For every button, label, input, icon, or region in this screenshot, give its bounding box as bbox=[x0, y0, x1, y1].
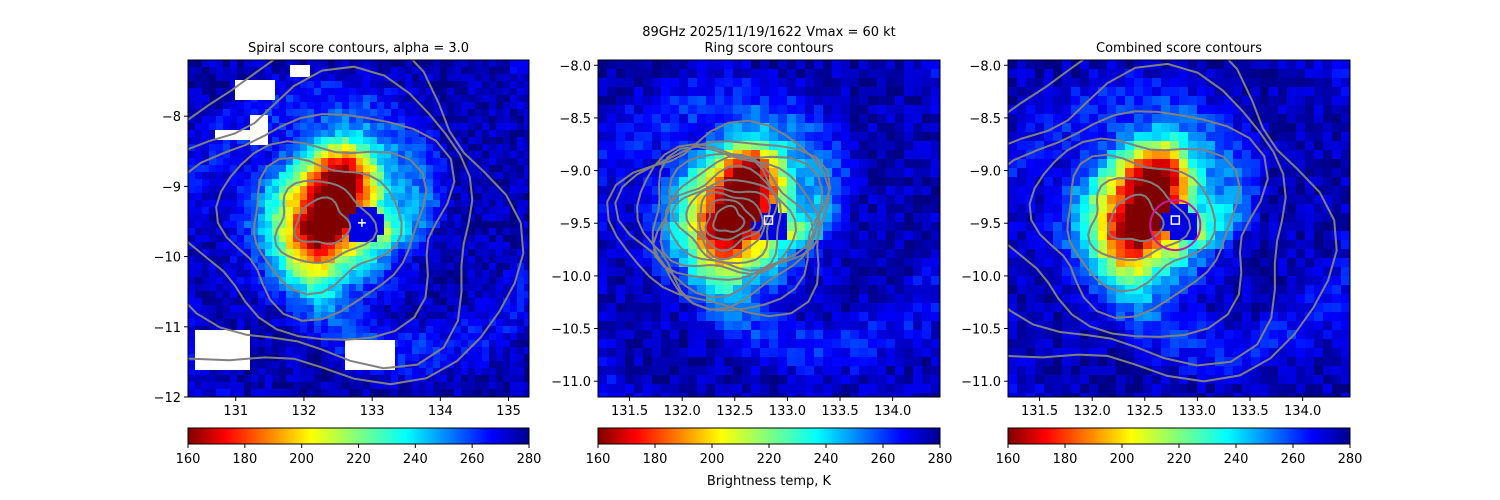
y-tick-label: −9.5 bbox=[559, 217, 591, 232]
colorbar-tick-label: 280 bbox=[517, 452, 542, 467]
colorbar bbox=[1007, 427, 1351, 445]
center-marker bbox=[1170, 215, 1181, 225]
colorbar-tick-label: 180 bbox=[1053, 452, 1078, 467]
y-tick-label: −9.5 bbox=[969, 217, 1001, 232]
x-tick-label: 132.5 bbox=[716, 404, 753, 419]
colorbar-tick-label: 220 bbox=[757, 452, 782, 467]
center-marker bbox=[763, 215, 774, 225]
x-tick-label: 133 bbox=[360, 404, 385, 419]
x-tick-label: 132 bbox=[292, 404, 317, 419]
colorbar-tick-label: 160 bbox=[176, 452, 201, 467]
score-contours bbox=[188, 60, 525, 386]
brightness-temp-image bbox=[1008, 60, 1350, 397]
x-tick-label: 132.0 bbox=[1074, 404, 1111, 419]
y-tick-label: −10.5 bbox=[961, 323, 1001, 338]
panel-3: Combined score contours 131.5 132.0 132.5 13… bbox=[961, 41, 1363, 467]
x-tick-label: 133.0 bbox=[1179, 404, 1216, 419]
colorbar-tick-label: 240 bbox=[814, 452, 839, 467]
y-tick-label: −8.5 bbox=[559, 112, 591, 127]
colorbar-tick-label: 240 bbox=[403, 452, 428, 467]
colorbar-tick-label: 200 bbox=[289, 452, 314, 467]
brightness-temp-image bbox=[598, 60, 940, 397]
eye-ring bbox=[1149, 199, 1202, 252]
x-tick-label: 133.5 bbox=[821, 404, 858, 419]
y-tick-label: −10.0 bbox=[551, 270, 591, 285]
colorbar-tick-label: 180 bbox=[232, 452, 257, 467]
colorbar-tick-label: 220 bbox=[1167, 452, 1192, 467]
x-tick-label: 135 bbox=[496, 404, 521, 419]
colorbar-tick-label: 280 bbox=[1338, 452, 1363, 467]
x-tick-label: 133.5 bbox=[1231, 404, 1268, 419]
y-tick-label: −11.0 bbox=[551, 375, 591, 390]
panel-title: Spiral score contours, alpha = 3.0 bbox=[248, 41, 469, 56]
x-tick-label: 131 bbox=[223, 404, 248, 419]
colorbar-tick-label: 240 bbox=[1224, 452, 1249, 467]
panel-title: Combined score contours bbox=[1096, 41, 1262, 56]
y-tick-label: −8.0 bbox=[559, 59, 591, 74]
colorbar-tick-label: 200 bbox=[1110, 452, 1135, 467]
y-tick-label: −10 bbox=[154, 251, 181, 266]
y-tick-label: −11.0 bbox=[961, 375, 1001, 390]
axes-frame bbox=[597, 59, 941, 398]
colorbar-tick-label: 180 bbox=[643, 452, 668, 467]
colorbar-tick-label: 260 bbox=[460, 452, 485, 467]
colorbar-tick-label: 200 bbox=[700, 452, 725, 467]
x-tick-label: 133.0 bbox=[769, 404, 806, 419]
brightness-temp-image bbox=[188, 60, 529, 397]
panel-2: Ring score contours 131.5 132.0 132.5 133.0 1… bbox=[551, 41, 952, 467]
y-tick-label: −9.0 bbox=[559, 165, 591, 180]
y-tick-label: −8.5 bbox=[969, 112, 1001, 127]
x-tick-label: 134 bbox=[428, 404, 453, 419]
y-tick-label: −12 bbox=[154, 391, 181, 406]
x-tick-label: 134.0 bbox=[874, 404, 911, 419]
colorbar bbox=[187, 427, 530, 445]
colorbar-tick-label: 220 bbox=[346, 452, 371, 467]
colorbar-tick-label: 280 bbox=[928, 452, 953, 467]
colorbar-tick-label: 260 bbox=[871, 452, 896, 467]
colorbar-tick-label: 160 bbox=[996, 452, 1021, 467]
panel-title: Ring score contours bbox=[704, 41, 833, 56]
colorbar bbox=[597, 427, 941, 445]
score-contours bbox=[1008, 60, 1338, 383]
y-tick-label: −10.0 bbox=[961, 270, 1001, 285]
y-tick-label: −8 bbox=[162, 110, 181, 125]
y-tick-label: −9 bbox=[162, 180, 181, 195]
colorbar-label: Brightness temp, K bbox=[707, 474, 832, 489]
x-tick-label: 131.5 bbox=[611, 404, 648, 419]
x-tick-label: 134.0 bbox=[1284, 404, 1321, 419]
x-tick-label: 132.5 bbox=[1126, 404, 1163, 419]
suptitle: 89GHz 2025/11/19/1622 Vmax = 60 kt bbox=[642, 25, 896, 40]
x-tick-label: 132.0 bbox=[664, 404, 701, 419]
y-tick-label: −10.5 bbox=[551, 323, 591, 338]
colorbar-tick-label: 160 bbox=[586, 452, 611, 467]
center-marker bbox=[357, 218, 366, 227]
panel-1: Spiral score contours, alpha = 3.0 131 132… bbox=[154, 41, 542, 467]
colorbar-tick-label: 260 bbox=[1281, 452, 1306, 467]
y-tick-label: −9.0 bbox=[969, 165, 1001, 180]
axes-frame bbox=[187, 59, 530, 398]
axes-frame bbox=[1007, 59, 1351, 398]
y-tick-label: −11 bbox=[154, 321, 181, 336]
score-contours bbox=[606, 119, 832, 318]
x-tick-label: 131.5 bbox=[1021, 404, 1058, 419]
y-tick-label: −8.0 bbox=[969, 59, 1001, 74]
